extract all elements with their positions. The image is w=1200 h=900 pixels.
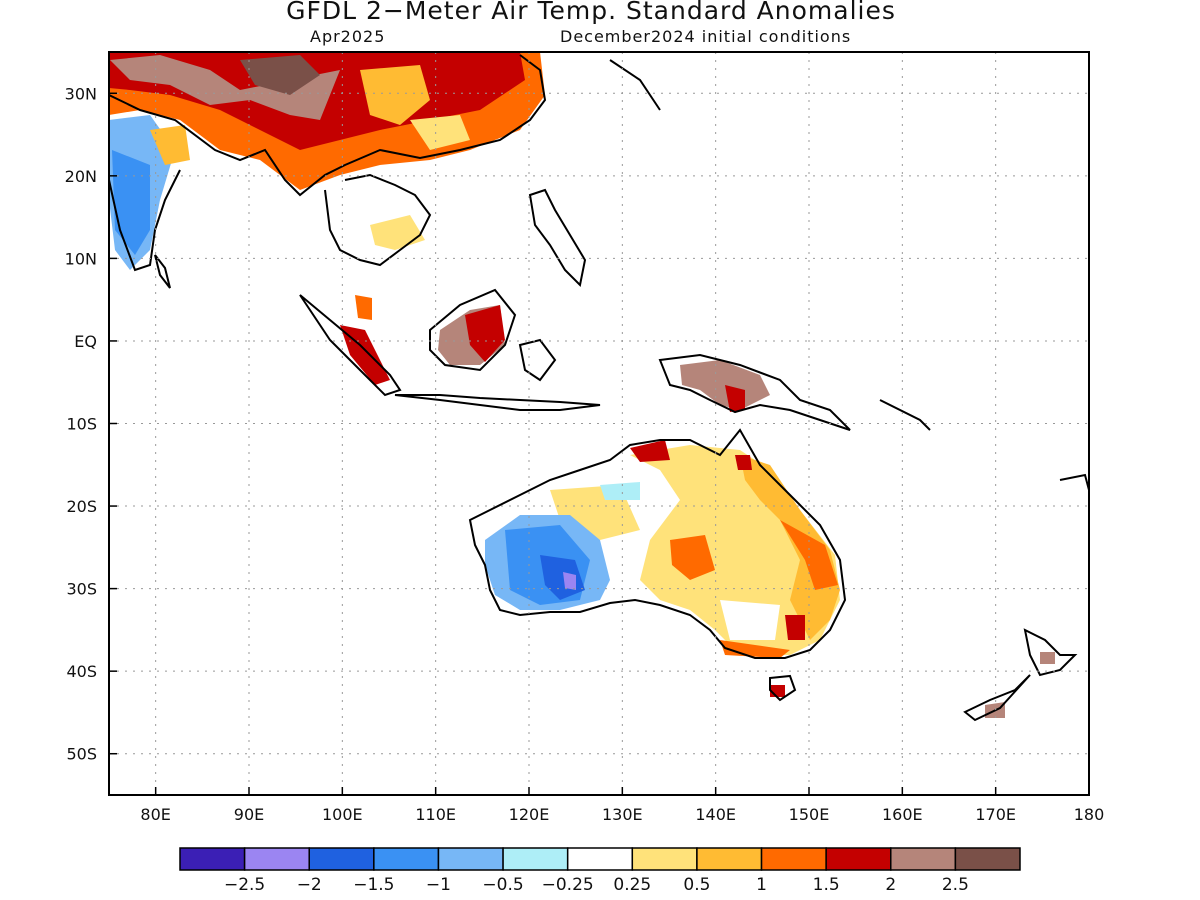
colorbar-label: 1.5 xyxy=(813,875,840,895)
colorbar-swatch xyxy=(890,847,957,871)
map-grid xyxy=(109,52,1089,795)
colorbar-swatch xyxy=(954,847,1021,871)
colorbar-swatch xyxy=(566,847,634,871)
colorbar-label: 0.5 xyxy=(683,875,710,895)
colorbar-label: 2 xyxy=(885,875,896,895)
lat-tick-label: 10N xyxy=(65,249,97,268)
lat-tick-label: 10S xyxy=(66,415,97,434)
valid-month-label: Apr2025 xyxy=(310,27,386,46)
lat-tick-label: EQ xyxy=(74,332,97,351)
lon-tick-label: 170E xyxy=(975,805,1016,824)
lat-tick-label: 30N xyxy=(65,84,97,103)
colorbar-swatch xyxy=(373,847,440,871)
lat-axis: 30N 20N 10N EQ 10S 20S 30S 40S 50S xyxy=(65,84,117,764)
lon-tick-label: 90E xyxy=(234,805,264,824)
lon-axis: 80E 90E 100E 110E 120E 130E 140E 150E 160E 170E 18… xyxy=(140,787,1104,824)
lat-tick-label: 50S xyxy=(66,745,97,764)
init-conditions-label: December2024 initial conditions xyxy=(560,27,852,46)
coastlines xyxy=(109,54,1089,722)
lon-tick-label: 160E xyxy=(882,805,923,824)
colorbar-label: 0.25 xyxy=(613,875,651,895)
colorbar-label: −0.25 xyxy=(542,875,594,895)
colorbar-swatch xyxy=(696,847,763,871)
colorbar-swatch xyxy=(631,847,698,871)
colorbar-label: −0.5 xyxy=(482,875,523,895)
map-title: GFDL 2−Meter Air Temp. Standard Anomalie… xyxy=(286,0,896,25)
lat-tick-label: 30S xyxy=(66,580,97,599)
lat-tick-label: 40S xyxy=(66,662,97,681)
lon-tick-label: 130E xyxy=(602,805,643,824)
colorbar-swatch xyxy=(502,847,569,871)
colorbar-swatch xyxy=(179,847,246,871)
lon-tick-label: 140E xyxy=(695,805,736,824)
colorbar-label: 2.5 xyxy=(942,875,969,895)
anomaly-shading xyxy=(109,52,1055,718)
colorbar: −2.5 −2 −1.5 −1 −0.5 −0.25 0.25 0.5 1 1.5 2 2.5 xyxy=(179,847,1021,895)
colorbar-swatch xyxy=(825,847,892,871)
lon-tick-label: 180 xyxy=(1074,805,1105,824)
lon-tick-label: 120E xyxy=(509,805,550,824)
colorbar-swatch xyxy=(437,847,504,871)
colorbar-label: −2.5 xyxy=(224,875,265,895)
colorbar-swatch xyxy=(760,847,827,871)
lon-tick-label: 110E xyxy=(415,805,456,824)
lon-tick-label: 150E xyxy=(789,805,830,824)
colorbar-label: 1 xyxy=(756,875,767,895)
lat-tick-label: 20S xyxy=(66,497,97,516)
colorbar-label: −1.5 xyxy=(353,875,394,895)
lon-tick-label: 100E xyxy=(322,805,363,824)
lon-tick-label: 80E xyxy=(140,805,170,824)
colorbar-swatch xyxy=(308,847,375,871)
colorbar-swatch xyxy=(243,847,310,871)
colorbar-label: −1 xyxy=(426,875,451,895)
lat-tick-label: 20N xyxy=(65,167,97,186)
colorbar-label: −2 xyxy=(297,875,322,895)
